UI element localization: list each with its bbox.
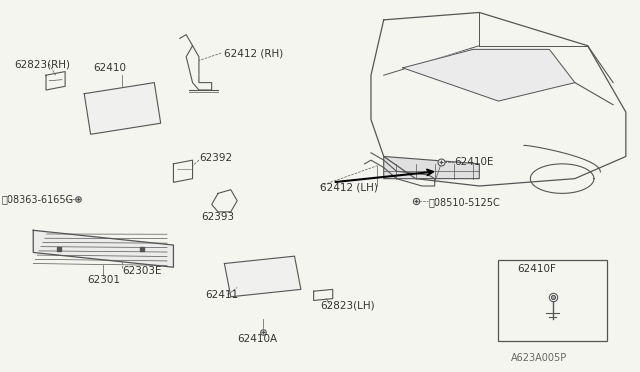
Text: 62823(LH): 62823(LH) <box>320 301 374 311</box>
Text: 62410: 62410 <box>93 63 126 73</box>
Text: 62301: 62301 <box>87 275 120 285</box>
Text: Ⓝ08510-5125C: Ⓝ08510-5125C <box>428 198 500 208</box>
Text: 62410A: 62410A <box>237 334 277 344</box>
Text: 62393: 62393 <box>202 212 235 222</box>
Text: Ⓝ08363-6165G: Ⓝ08363-6165G <box>1 194 74 204</box>
Text: 62392: 62392 <box>199 153 232 163</box>
Text: 62823(RH): 62823(RH) <box>14 59 70 69</box>
Text: 62410F: 62410F <box>518 264 556 274</box>
Text: 62412 (LH): 62412 (LH) <box>320 183 378 193</box>
Polygon shape <box>403 49 575 101</box>
Text: 62410E: 62410E <box>454 157 493 167</box>
FancyBboxPatch shape <box>499 260 607 341</box>
Text: 62303E: 62303E <box>122 266 162 276</box>
Text: 62412 (RH): 62412 (RH) <box>225 48 284 58</box>
Polygon shape <box>371 13 626 186</box>
Text: A623A005P: A623A005P <box>511 353 568 363</box>
Polygon shape <box>33 230 173 267</box>
Text: 62411: 62411 <box>205 290 239 300</box>
Polygon shape <box>84 83 161 134</box>
Polygon shape <box>384 157 479 179</box>
Polygon shape <box>225 256 301 297</box>
